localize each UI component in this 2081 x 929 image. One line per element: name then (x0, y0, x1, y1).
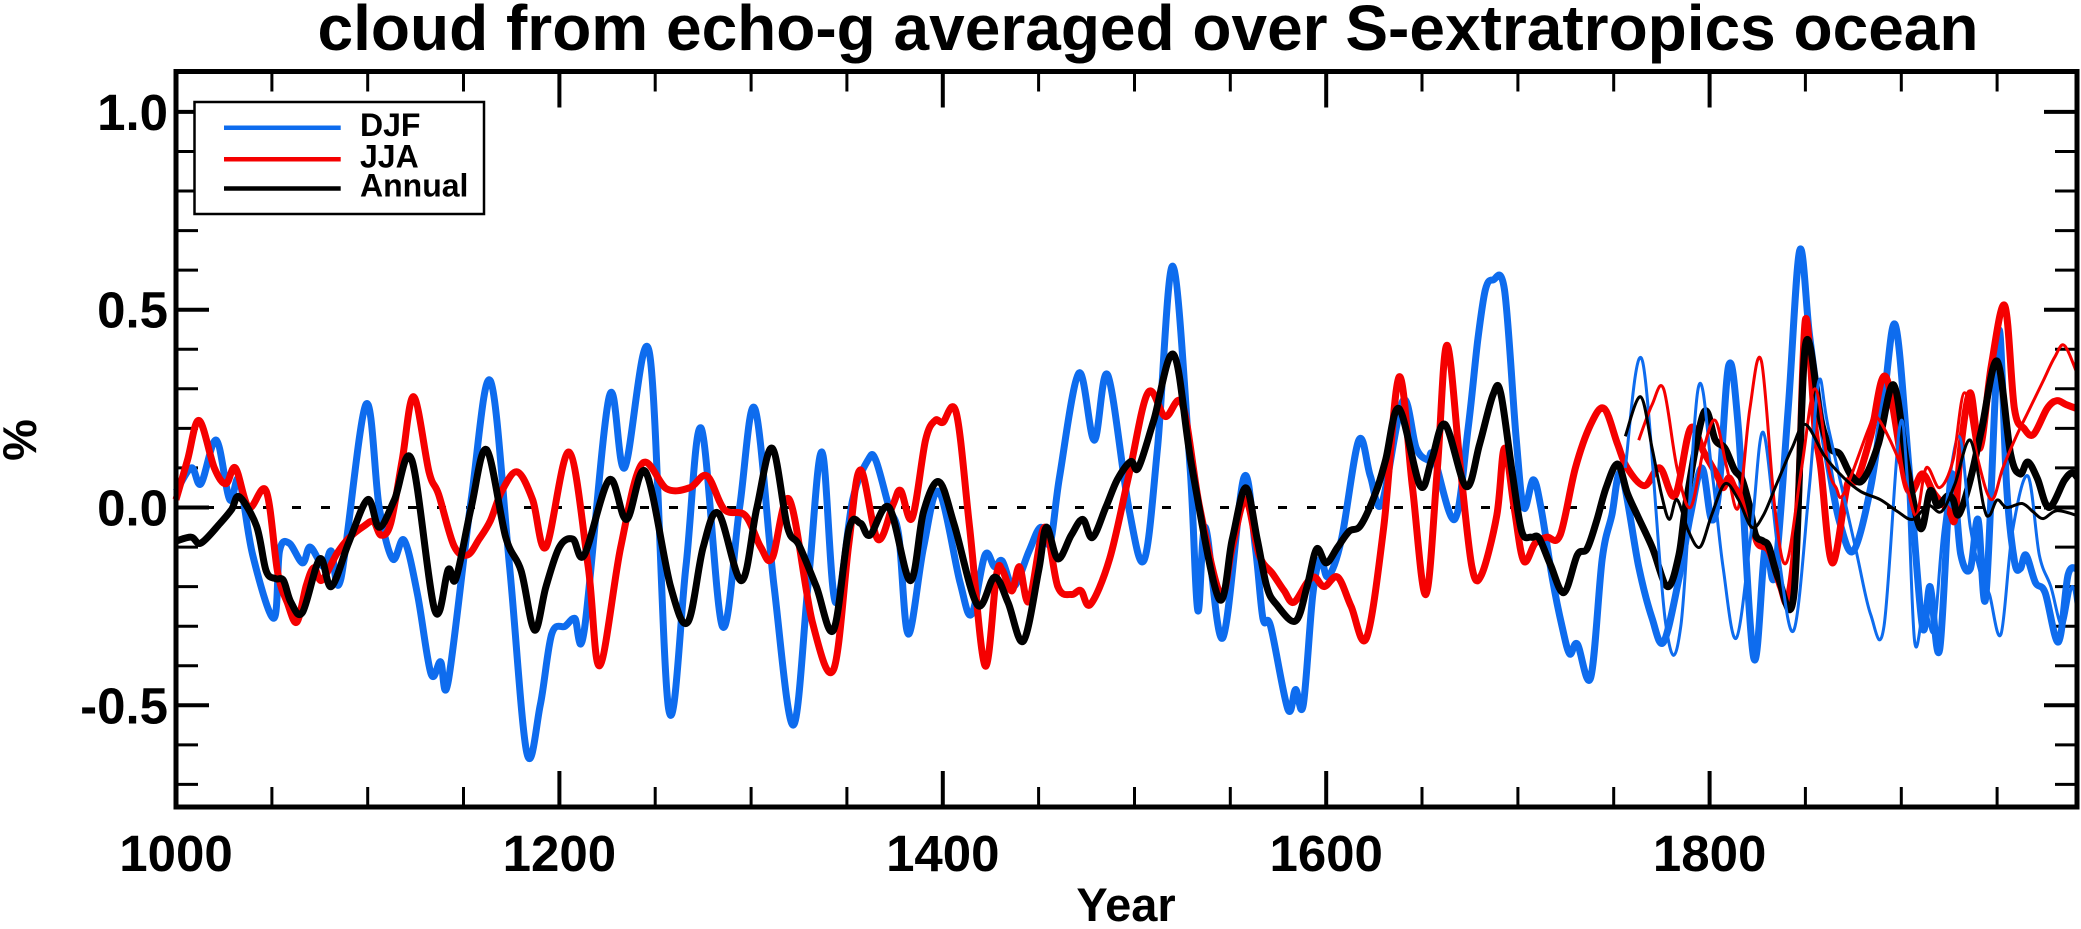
svg-text:Annual: Annual (360, 168, 468, 204)
svg-text:JJA: JJA (360, 139, 419, 175)
svg-text:1400: 1400 (886, 825, 999, 882)
svg-text:1800: 1800 (1653, 825, 1766, 882)
svg-text:1000: 1000 (119, 825, 232, 882)
svg-text:DJF: DJF (360, 107, 420, 143)
svg-text:0.0: 0.0 (97, 480, 168, 537)
svg-text:1.0: 1.0 (97, 84, 168, 141)
svg-text:1200: 1200 (503, 825, 616, 882)
svg-text:Year: Year (1076, 878, 1175, 924)
svg-text:%: % (0, 419, 46, 461)
svg-text:cloud from echo-g averaged ove: cloud from echo-g averaged over S-extrat… (318, 0, 1979, 64)
svg-text:1600: 1600 (1269, 825, 1382, 882)
svg-text:-0.5: -0.5 (80, 677, 168, 734)
svg-text:0.5: 0.5 (97, 282, 168, 339)
